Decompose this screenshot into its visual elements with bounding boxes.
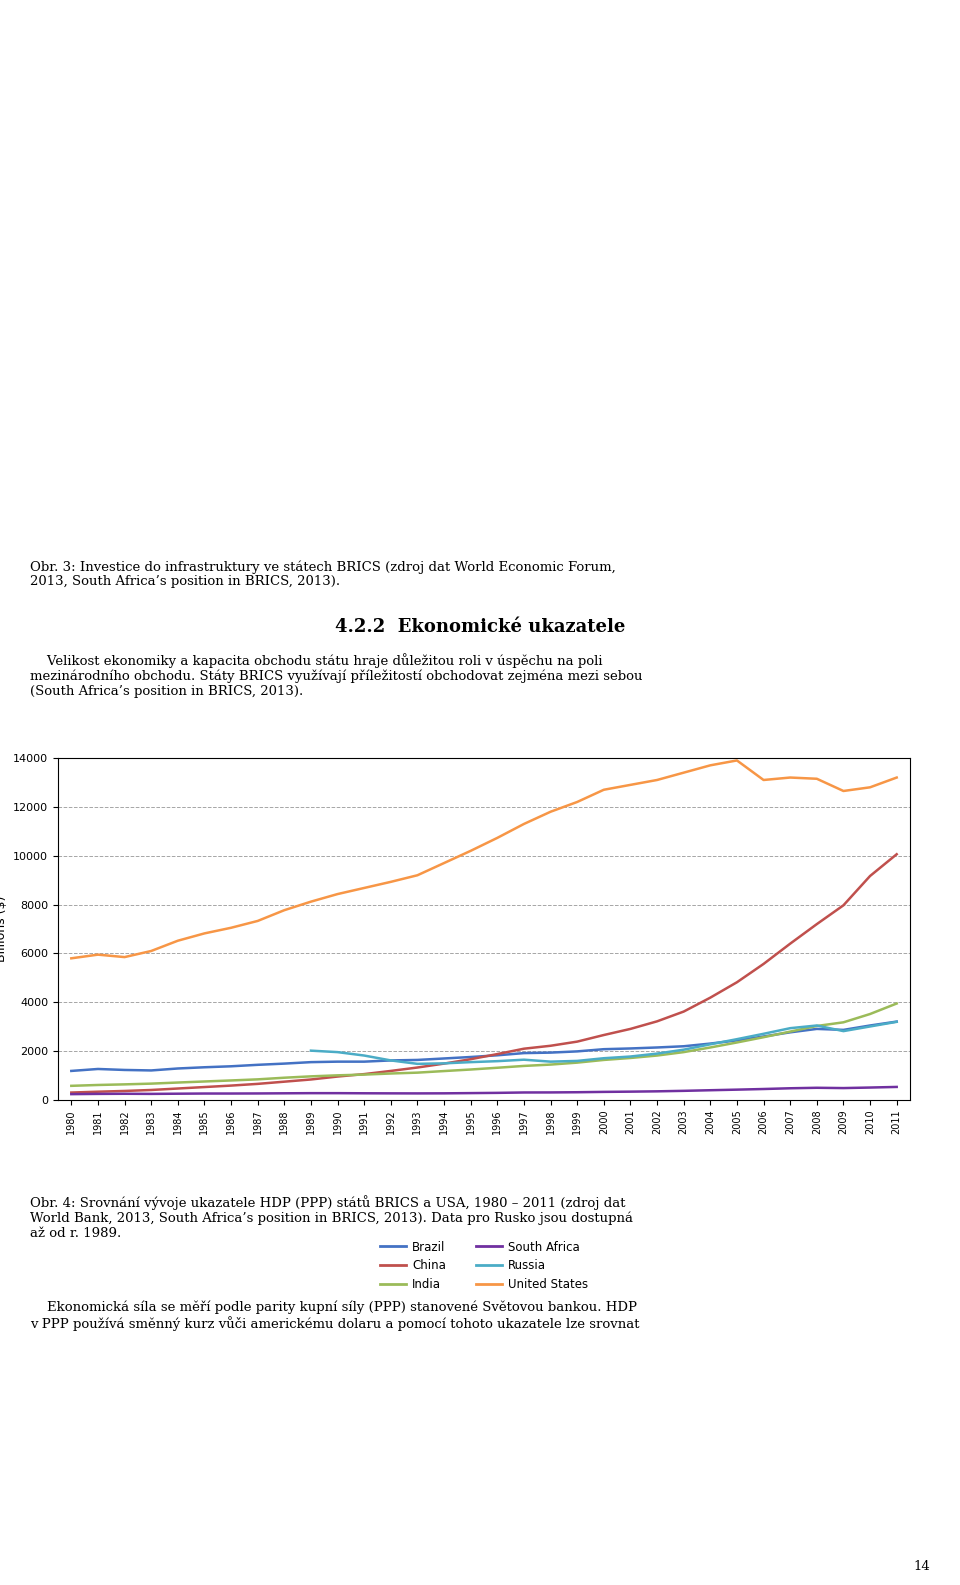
- Text: Obr. 3: Investice do infrastruktury ve státech BRICS (zdroj dat World Economic F: Obr. 3: Investice do infrastruktury ve s…: [30, 560, 615, 588]
- Text: 14: 14: [913, 1560, 930, 1572]
- Text: Obr. 4: Srovnání vývoje ukazatele HDP (PPP) států BRICS a USA, 1980 – 2011 (zdro: Obr. 4: Srovnání vývoje ukazatele HDP (P…: [30, 1195, 633, 1241]
- Text: Velikost ekonomiky a kapacita obchodu státu hraje důležitou roli v úspěchu na po: Velikost ekonomiky a kapacita obchodu st…: [30, 653, 642, 699]
- Bar: [0, 0, 960, 555]
- Legend: Brazil, China, India, South Africa, Russia, United States: Brazil, China, India, South Africa, Russ…: [375, 1236, 592, 1297]
- Text: 4.2.2  Ekonomické ukazatele: 4.2.2 Ekonomické ukazatele: [335, 618, 625, 636]
- Y-axis label: Billions ($): Billions ($): [0, 896, 8, 962]
- Text: Ekonomická síla se měří podle parity kupní síly (PPP) stanovené Světovou bankou.: Ekonomická síla se měří podle parity kup…: [30, 1300, 639, 1331]
